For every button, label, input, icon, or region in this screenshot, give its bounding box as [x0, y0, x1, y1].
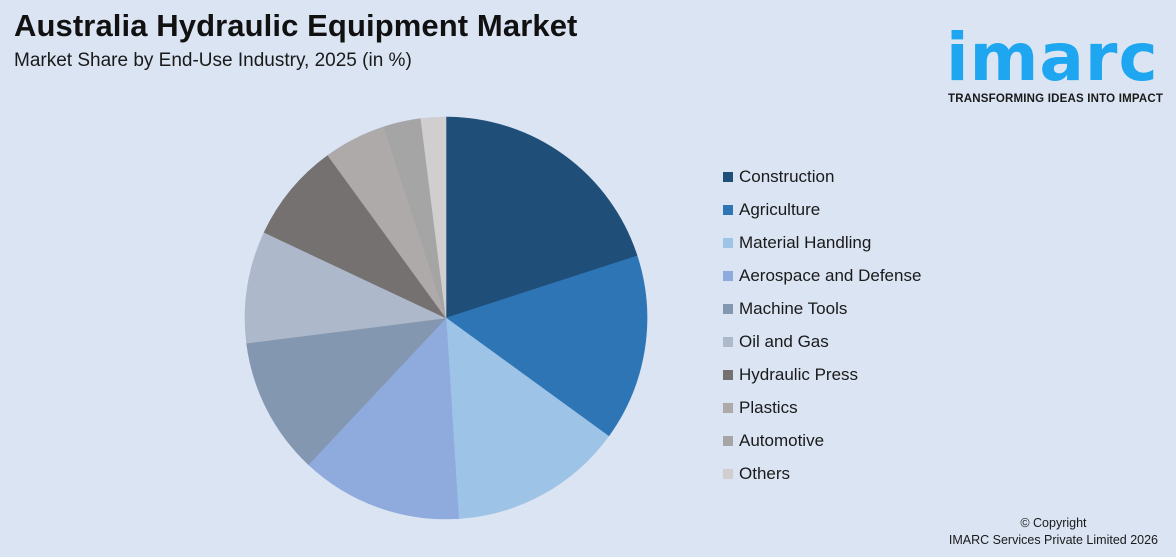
logo-tagline: TRANSFORMING IDEAS INTO IMPACT: [948, 93, 1164, 105]
legend-item: Hydraulic Press: [723, 359, 921, 392]
pie-slice-hydraulic-press: [263, 154, 447, 319]
legend-swatch: [723, 403, 733, 414]
legend-swatch: [723, 171, 733, 182]
legend-swatch: [723, 337, 733, 348]
legend-swatch: [723, 303, 733, 314]
legend-label: Hydraulic Press: [739, 365, 859, 385]
legend-item: Material Handling: [723, 226, 921, 259]
pie-slice-material-handling: [445, 317, 610, 519]
legend-swatch: [723, 469, 733, 480]
copyright-line-1: © Copyright: [1020, 516, 1087, 530]
pie-slices: [244, 116, 648, 520]
logo-wordmark: imarc: [946, 19, 1159, 96]
legend-swatch: [723, 204, 733, 215]
pie-slice-machine-tools: [246, 317, 447, 465]
legend-label: Oil and Gas: [739, 332, 829, 352]
legend-label: Material Handling: [739, 232, 872, 252]
legend-item: Machine Tools: [723, 292, 921, 325]
pie-slice-others: [420, 116, 447, 319]
legend-item: Automotive: [723, 425, 921, 458]
legend-swatch: [723, 237, 733, 248]
chart-subtitle: Market Share by End-Use Industry, 2025 (…: [14, 50, 412, 71]
legend-label: Plastics: [739, 398, 798, 418]
legend-swatch: [723, 370, 733, 381]
legend-item: Oil and Gas: [723, 325, 921, 358]
legend-label: Aerospace and Defense: [739, 265, 922, 285]
legend-label: Machine Tools: [739, 298, 848, 318]
copyright-line-2: IMARC Services Private Limited 2026: [948, 533, 1158, 547]
legend-swatch: [723, 436, 733, 447]
chart-legend: Construction Agriculture Material Handling…: [723, 160, 921, 491]
legend-label: Agriculture: [739, 199, 821, 219]
legend-label: Construction: [739, 166, 835, 186]
copyright-notice: © Copyright IMARC Services Private Limit…: [949, 515, 1158, 549]
legend-item: Agriculture: [723, 193, 921, 226]
legend-label: Others: [739, 464, 791, 484]
legend-label: Automotive: [739, 431, 825, 451]
pie-chart: [244, 116, 648, 520]
legend-item: Others: [723, 458, 921, 491]
imarc-logo: imarc TRANSFORMING IDEAS INTO IMPACT: [944, 10, 1170, 110]
legend-item: Plastics: [723, 392, 921, 425]
legend-swatch: [723, 270, 733, 281]
legend-item: Aerospace and Defense: [723, 259, 921, 292]
legend-item: Construction: [723, 160, 921, 193]
pie-slice-oil-and-gas: [244, 232, 448, 344]
pie-slice-agriculture: [445, 255, 648, 437]
pie-slice-construction: [445, 116, 638, 319]
chart-title: Australia Hydraulic Equipment Market: [14, 8, 578, 43]
pie-slice-aerospace-and-defense: [307, 317, 459, 520]
